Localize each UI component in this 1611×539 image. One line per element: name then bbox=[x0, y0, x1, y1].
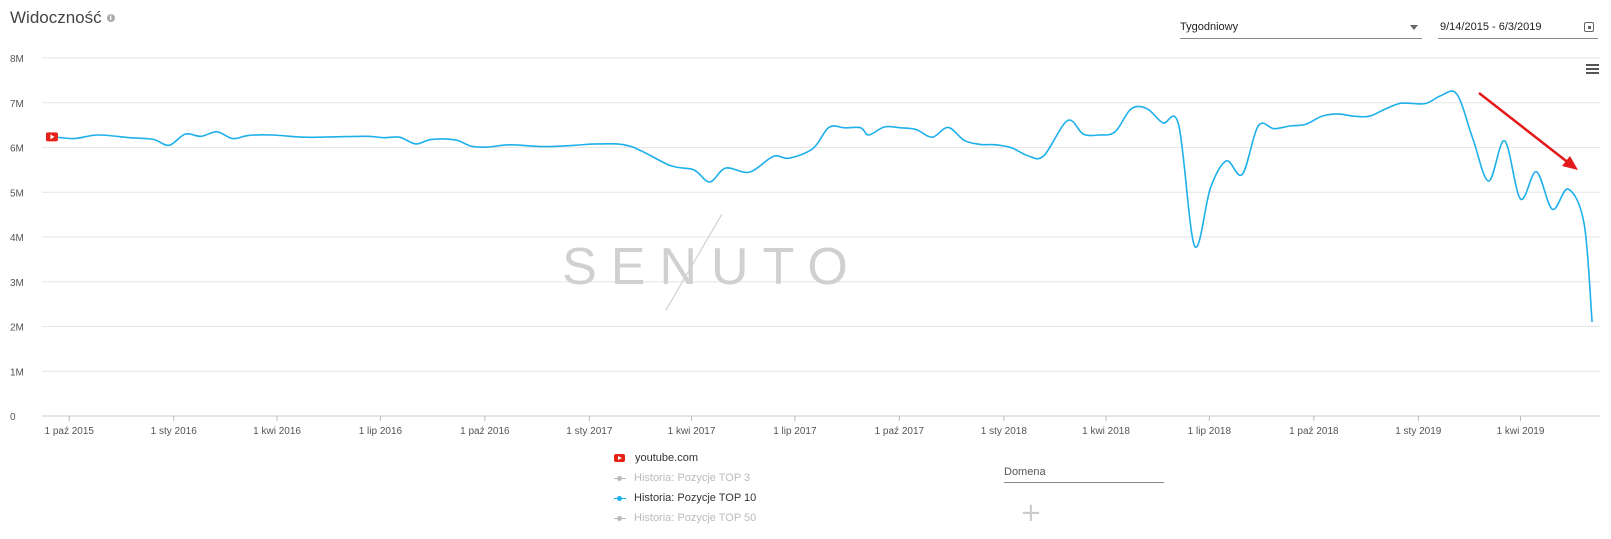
watermark-logo: SENUTO bbox=[562, 238, 862, 296]
info-icon[interactable]: i bbox=[106, 13, 115, 22]
y-tick-label: 8M bbox=[10, 54, 24, 65]
add-domain-button[interactable]: + bbox=[1020, 498, 1042, 528]
y-tick-label: 1M bbox=[10, 367, 24, 378]
watermark-stroke bbox=[665, 213, 723, 311]
line-marker-icon bbox=[614, 495, 626, 501]
y-tick-label: 3M bbox=[10, 278, 24, 289]
series-line-top10 bbox=[49, 90, 1593, 323]
calendar-icon[interactable] bbox=[1584, 22, 1594, 32]
x-tick-label: 1 kwi 2017 bbox=[668, 426, 716, 437]
y-tick-label: 5M bbox=[10, 188, 24, 199]
x-tick-label: 1 kwi 2018 bbox=[1082, 426, 1130, 437]
date-range-value: 9/14/2015 - 6/3/2019 bbox=[1440, 21, 1542, 33]
x-tick-label: 1 lip 2016 bbox=[359, 426, 403, 437]
x-tick-label: 1 sty 2019 bbox=[1395, 426, 1442, 437]
annotation-arrow-shaft bbox=[1478, 92, 1571, 165]
legend-item-label: Historia: Pozycje TOP 10 bbox=[634, 492, 757, 504]
domain-input-placeholder: Domena bbox=[1004, 466, 1046, 478]
title-text: Widoczność bbox=[10, 8, 102, 27]
x-tick-label: 1 sty 2018 bbox=[981, 426, 1028, 437]
domain-input[interactable]: Domena bbox=[1004, 466, 1164, 483]
hamburger-menu-icon[interactable] bbox=[1586, 64, 1599, 76]
legend-item-top10[interactable]: Historia: Pozycje TOP 10 bbox=[614, 488, 756, 508]
x-tick-label: 1 paź 2017 bbox=[875, 426, 925, 437]
x-tick-label: 1 paź 2016 bbox=[460, 426, 510, 437]
y-tick-label: 2M bbox=[10, 323, 24, 334]
chart-legend: youtube.com Historia: Pozycje TOP 3 Hist… bbox=[614, 448, 756, 528]
annotation-arrow-head bbox=[1562, 156, 1578, 170]
legend-item-label: Historia: Pozycje TOP 3 bbox=[634, 472, 751, 484]
youtube-marker-play bbox=[50, 134, 55, 140]
interval-select-value: Tygodniowy bbox=[1180, 21, 1239, 33]
x-tick-label: 1 lip 2018 bbox=[1188, 426, 1232, 437]
legend-domain-label: youtube.com bbox=[635, 452, 698, 464]
youtube-icon bbox=[614, 454, 625, 463]
visibility-chart: 0 1M 2M 3M 4M 5M 6M 7M 8M 1 paź 2015 1 sty 2016 1 k… bbox=[10, 54, 1600, 437]
y-tick-label: 0 bbox=[10, 412, 16, 423]
legend-item-top50[interactable]: Historia: Pozycje TOP 50 bbox=[614, 508, 756, 528]
y-tick-label: 4M bbox=[10, 233, 24, 244]
chevron-down-icon bbox=[1410, 25, 1418, 30]
x-tick-label: 1 paź 2015 bbox=[45, 426, 95, 437]
legend-item-top3[interactable]: Historia: Pozycje TOP 3 bbox=[614, 468, 756, 488]
x-tick-label: 1 kwi 2016 bbox=[253, 426, 301, 437]
x-tick-label: 1 paź 2018 bbox=[1289, 426, 1339, 437]
legend-item-label: Historia: Pozycje TOP 50 bbox=[634, 512, 757, 524]
date-range-picker[interactable]: 9/14/2015 - 6/3/2019 bbox=[1438, 18, 1598, 39]
line-marker-icon bbox=[614, 475, 626, 481]
x-tick-label: 1 lip 2017 bbox=[773, 426, 817, 437]
legend-domain[interactable]: youtube.com bbox=[614, 448, 756, 468]
interval-select[interactable]: Tygodniowy bbox=[1180, 18, 1422, 39]
y-tick-label: 7M bbox=[10, 99, 24, 110]
line-marker-icon bbox=[614, 515, 626, 521]
x-tick-label: 1 sty 2017 bbox=[566, 426, 613, 437]
page-title: Widoczność i bbox=[10, 8, 115, 28]
youtube-marker-icon bbox=[45, 132, 58, 142]
x-tick-label: 1 sty 2016 bbox=[151, 426, 198, 437]
x-tick-label: 1 kwi 2019 bbox=[1497, 426, 1545, 437]
y-tick-label: 6M bbox=[10, 144, 24, 155]
